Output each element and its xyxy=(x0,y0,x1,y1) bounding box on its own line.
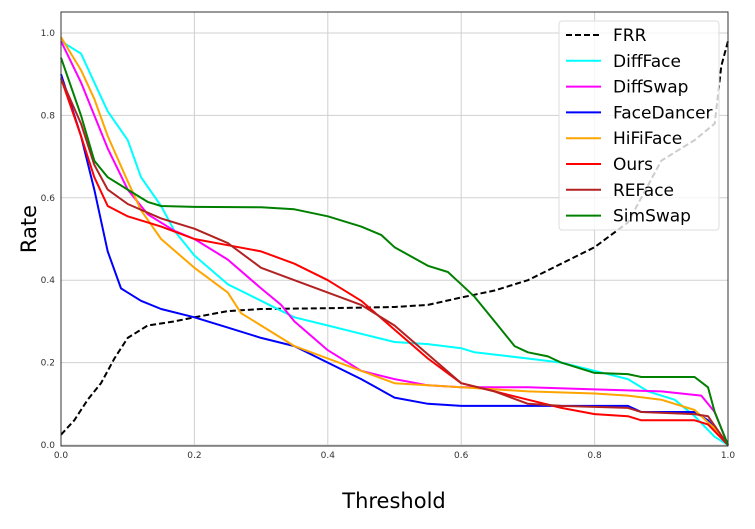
x-tick-label: 0.8 xyxy=(587,451,602,461)
legend-box xyxy=(558,20,720,231)
series-line-diffface xyxy=(60,40,729,446)
x-tick-label: 0.6 xyxy=(454,451,469,461)
y-tick-label: 0.4 xyxy=(41,276,56,286)
y-axis-label: Rate xyxy=(17,205,41,253)
axes-frame xyxy=(60,11,729,447)
x-axis-label: Threshold xyxy=(341,489,446,513)
legend-label: Ours xyxy=(613,155,653,175)
legend-label: HiFiFace xyxy=(613,129,682,149)
legend-label: DiffSwap xyxy=(613,78,688,98)
x-tick-label: 1.0 xyxy=(721,451,736,461)
x-tick-label: 0.2 xyxy=(187,451,201,461)
legend-label: FaceDancer xyxy=(613,103,713,123)
y-tick-label: 0.8 xyxy=(41,111,56,121)
y-tick-label: 1.0 xyxy=(41,29,56,39)
legend: FRR DiffFace DiffSwap FaceDancer HiFiFace Our… xyxy=(558,20,720,231)
x-tick-label: 0.0 xyxy=(54,451,69,461)
legend-label: DiffFace xyxy=(613,52,681,72)
series-line-simswap xyxy=(60,57,729,446)
series-line-hififace xyxy=(60,36,729,446)
x-tick-labels: 0.0 0.2 0.4 0.6 0.8 1.0 xyxy=(54,451,736,461)
y-tick-label: 0.6 xyxy=(41,194,56,204)
legend-label: SimSwap xyxy=(613,207,691,227)
legend-label: REFace xyxy=(613,181,674,201)
y-tick-label: 0.0 xyxy=(41,441,56,451)
series-line-reface xyxy=(60,77,729,446)
y-tick-label: 0.2 xyxy=(41,359,55,369)
x-tick-label: 0.4 xyxy=(321,451,336,461)
y-tick-labels: 0.0 0.2 0.4 0.6 0.8 1.0 xyxy=(41,29,56,451)
legend-label: FRR xyxy=(613,26,647,46)
series-line-diffswap xyxy=(60,40,729,446)
